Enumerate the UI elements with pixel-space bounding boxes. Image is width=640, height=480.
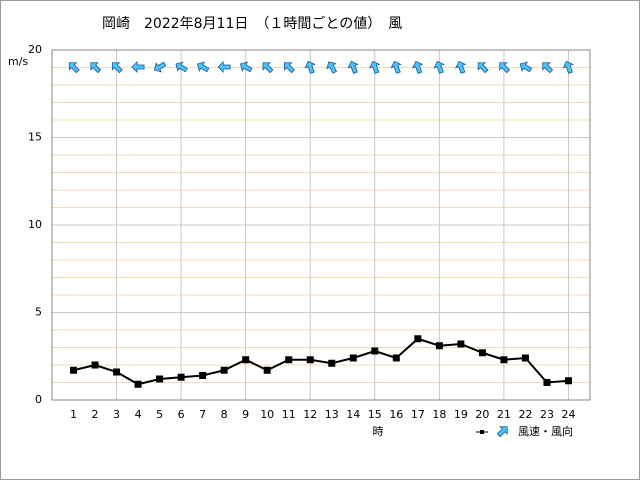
- speed-marker: [392, 354, 400, 362]
- x-tick-label: 21: [497, 408, 511, 421]
- speed-marker: [564, 377, 572, 385]
- speed-marker: [134, 380, 142, 388]
- wind-arrow: [390, 60, 402, 74]
- wind-arrow: [326, 61, 338, 74]
- plot-border: [51, 49, 591, 401]
- wind-arrow: [239, 61, 253, 73]
- speed-marker: [113, 368, 121, 376]
- x-tick-label: 5: [156, 408, 163, 421]
- speed-marker: [199, 372, 207, 379]
- wind-arrow: [368, 60, 381, 74]
- x-tick-label: 11: [282, 408, 296, 421]
- speed-marker: [521, 354, 529, 362]
- x-tick-label: 24: [561, 408, 575, 421]
- speed-marker: [328, 359, 336, 367]
- speed-marker: [306, 356, 314, 364]
- wind-arrow: [477, 62, 489, 74]
- x-tick-label: 23: [540, 408, 554, 421]
- wind-arrow: [262, 62, 274, 74]
- wind-arrow: [68, 62, 80, 74]
- wind-arrow: [347, 60, 359, 74]
- x-tick-label: 8: [221, 408, 228, 421]
- x-tick-label: 19: [454, 408, 468, 421]
- speed-marker: [478, 349, 486, 357]
- speed-marker: [220, 366, 228, 374]
- x-tick-label: 9: [242, 408, 249, 421]
- wind-arrow: [455, 60, 467, 74]
- x-tick-label: 15: [368, 408, 382, 421]
- y-tick-label: 10: [28, 218, 42, 231]
- x-tick-label: 2: [92, 408, 99, 421]
- speed-marker: [242, 356, 250, 364]
- x-tick-label: 18: [432, 408, 446, 421]
- legend-marker: [480, 430, 484, 434]
- x-tick-label: 14: [346, 408, 360, 421]
- speed-marker: [435, 342, 443, 350]
- speed-marker: [349, 354, 357, 362]
- speed-marker: [70, 366, 78, 374]
- speed-marker: [285, 356, 293, 364]
- wind-arrow: [499, 62, 511, 74]
- speed-marker: [156, 375, 164, 383]
- speed-marker: [500, 356, 508, 364]
- x-tick-label: 10: [260, 408, 274, 421]
- x-tick-label: 3: [113, 408, 120, 421]
- wind-arrow: [433, 60, 445, 74]
- chart-title: 岡崎 2022年8月11日 （１時間ごとの値） 風: [102, 16, 402, 32]
- wind-arrow: [153, 61, 167, 73]
- wind-arrow: [304, 60, 316, 74]
- wind-arrow: [90, 62, 102, 74]
- wind-arrow: [519, 61, 533, 73]
- speed-marker: [263, 366, 271, 374]
- x-tick-label: 7: [199, 408, 206, 421]
- speed-marker: [371, 347, 379, 355]
- speed-line: [73, 337, 569, 386]
- speed-marker: [91, 361, 99, 369]
- wind-arrow: [542, 62, 554, 74]
- x-axis-label: 時: [373, 425, 384, 438]
- wind-arrow: [196, 61, 210, 73]
- legend-label: 風速・風向: [518, 424, 573, 438]
- legend-arrow: [496, 426, 508, 438]
- wind-arrow: [175, 61, 188, 73]
- x-tick-label: 20: [475, 408, 489, 421]
- wind-arrow: [217, 61, 231, 73]
- x-tick-label: 22: [518, 408, 532, 421]
- x-tick-label: 4: [135, 408, 142, 421]
- y-tick-label: 5: [35, 306, 42, 319]
- x-tick-label: 16: [389, 408, 403, 421]
- y-axis-label: m/s: [8, 55, 28, 68]
- y-tick-label: 15: [28, 131, 42, 144]
- x-tick-label: 13: [325, 408, 339, 421]
- speed-marker: [414, 335, 422, 343]
- x-tick-label: 12: [303, 408, 317, 421]
- x-tick-label: 1: [70, 408, 77, 421]
- wind-arrow: [412, 60, 424, 74]
- x-tick-label: 6: [178, 408, 185, 421]
- wind-arrow: [284, 62, 295, 74]
- speed-marker: [543, 379, 551, 386]
- speed-marker: [457, 340, 465, 348]
- x-tick-label: 17: [411, 408, 425, 421]
- y-tick-label: 20: [28, 43, 42, 56]
- wind-arrow: [131, 61, 145, 73]
- wind-arrow: [562, 60, 574, 74]
- y-tick-label: 0: [35, 393, 42, 406]
- speed-marker: [177, 373, 185, 381]
- wind-arrow: [111, 62, 123, 74]
